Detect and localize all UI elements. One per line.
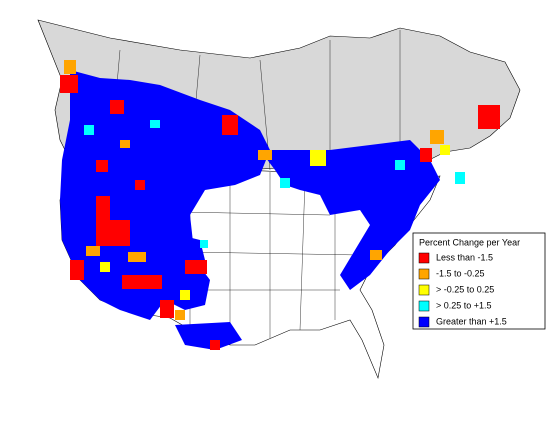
legend-label: > -0.25 to 0.25	[436, 284, 494, 294]
blue-areas	[60, 70, 440, 350]
legend-box	[412, 232, 546, 330]
legend-swatch	[418, 268, 430, 280]
red-areas	[60, 75, 500, 350]
legend-swatch	[418, 316, 430, 328]
legend-label: > 0.25 to +1.5	[436, 300, 492, 310]
legend-swatch	[418, 252, 430, 264]
legend-swatch	[418, 300, 430, 312]
legend-swatch	[418, 284, 430, 296]
orange-areas	[64, 60, 444, 320]
legend-label: Greater than +1.5	[436, 316, 507, 326]
yellow-areas	[100, 145, 450, 300]
cyan-areas	[84, 120, 465, 248]
legend-title: Percent Change per Year	[419, 237, 520, 247]
legend-label: -1.5 to -0.25	[436, 268, 485, 278]
legend: Percent Change per Year Less than -1.5 -1…	[412, 232, 546, 330]
legend-label: Less than -1.5	[436, 252, 493, 262]
